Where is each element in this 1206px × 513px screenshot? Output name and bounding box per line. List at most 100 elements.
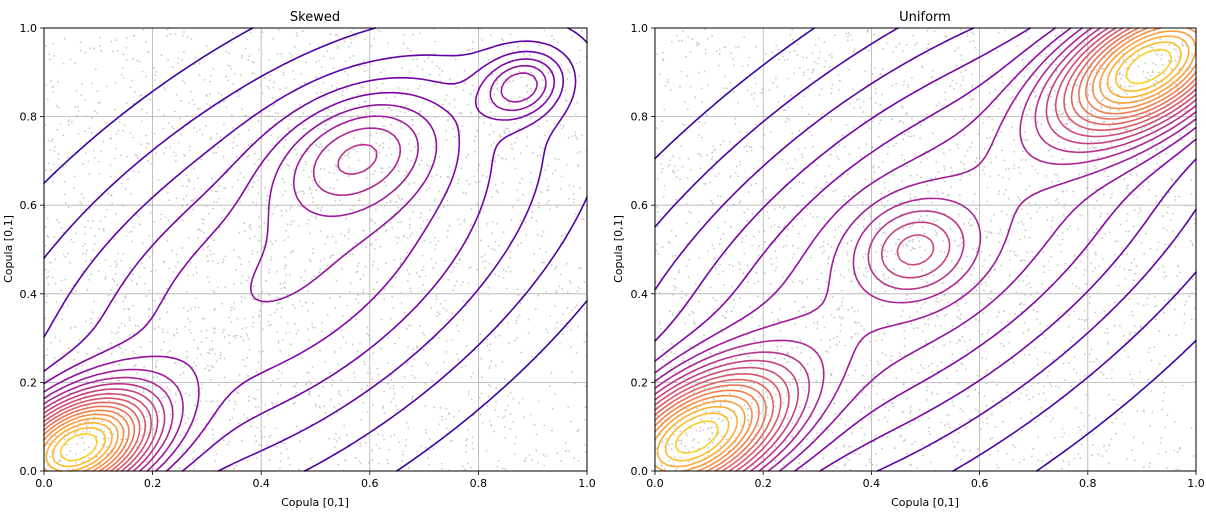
scatter-point <box>514 167 517 170</box>
scatter-point <box>387 382 389 385</box>
scatter-point <box>73 358 76 361</box>
scatter-point <box>966 395 968 398</box>
scatter-point <box>92 249 95 251</box>
scatter-point <box>333 438 336 441</box>
scatter-point <box>274 118 276 121</box>
scatter-point <box>957 441 959 444</box>
scatter-point <box>175 328 178 331</box>
scatter-point <box>512 420 515 423</box>
scatter-point <box>783 109 785 111</box>
scatter-point <box>269 314 272 316</box>
scatter-point <box>1047 260 1050 263</box>
scatter-point <box>251 249 254 252</box>
scatter-point <box>82 252 84 255</box>
scatter-point <box>956 455 958 457</box>
scatter-point <box>466 429 469 431</box>
scatter-point <box>1164 243 1167 246</box>
scatter-point <box>201 218 204 221</box>
scatter-point <box>99 45 101 47</box>
scatter-point <box>516 46 519 48</box>
scatter-point <box>76 105 79 108</box>
scatter-point <box>1101 237 1104 240</box>
scatter-point <box>949 426 951 428</box>
scatter-point <box>174 33 177 35</box>
scatter-point <box>286 163 288 166</box>
scatter-point <box>1117 103 1120 106</box>
scatter-point <box>665 437 668 440</box>
scatter-point <box>503 426 506 428</box>
scatter-point <box>363 363 366 366</box>
scatter-point <box>405 422 408 424</box>
scatter-point <box>189 332 192 334</box>
scatter-point <box>186 350 188 353</box>
scatter-point <box>834 34 836 36</box>
scatter-point <box>479 333 482 336</box>
scatter-point <box>208 352 211 355</box>
scatter-point <box>485 450 488 452</box>
y-tick-label: 0.2 <box>20 376 38 389</box>
scatter-point <box>1167 334 1170 337</box>
scatter-point <box>1093 207 1096 210</box>
scatter-point <box>1089 70 1092 72</box>
scatter-point <box>681 123 684 126</box>
scatter-point <box>435 295 438 297</box>
scatter-point <box>1028 108 1031 111</box>
scatter-point <box>509 413 512 416</box>
scatter-point <box>1075 285 1077 288</box>
scatter-point <box>812 216 814 219</box>
scatter-point <box>256 251 259 254</box>
scatter-point <box>115 212 117 215</box>
scatter-point <box>67 120 70 123</box>
scatter-point <box>1086 251 1089 254</box>
scatter-point <box>284 139 287 142</box>
scatter-point <box>1061 232 1064 235</box>
scatter-point <box>927 323 930 326</box>
scatter-point <box>1145 112 1148 115</box>
scatter-point <box>556 452 559 455</box>
scatter-point <box>377 373 380 376</box>
scatter-point <box>57 158 60 160</box>
scatter-point <box>259 84 262 87</box>
scatter-point <box>1116 240 1119 242</box>
scatter-point <box>997 32 1000 34</box>
scatter-point <box>383 390 385 393</box>
scatter-point <box>209 249 212 252</box>
scatter-point <box>403 111 406 114</box>
scatter-point <box>807 88 810 90</box>
scatter-point <box>194 56 197 59</box>
scatter-point <box>1109 196 1112 199</box>
scatter-point <box>93 242 96 245</box>
scatter-point <box>322 81 325 84</box>
scatter-point <box>683 124 686 127</box>
scatter-point <box>62 166 65 169</box>
scatter-point <box>840 317 843 320</box>
scatter-point <box>1111 193 1113 195</box>
scatter-point <box>496 79 499 82</box>
scatter-point <box>1165 275 1168 277</box>
scatter-point <box>118 379 121 382</box>
scatter-point <box>280 53 283 55</box>
contour-line <box>51 427 106 468</box>
scatter-point <box>890 355 893 357</box>
scatter-point <box>424 275 427 277</box>
scatter-point <box>746 131 748 134</box>
scatter-point <box>499 135 502 138</box>
scatter-point <box>848 202 850 205</box>
scatter-point <box>853 190 856 193</box>
scatter-point <box>141 108 143 110</box>
scatter-point <box>495 223 498 225</box>
scatter-point <box>851 88 854 91</box>
scatter-point <box>1008 274 1011 277</box>
scatter-point <box>290 220 293 223</box>
scatter-point <box>311 366 314 368</box>
scatter-point <box>937 301 940 303</box>
scatter-point <box>1155 200 1158 203</box>
scatter-point <box>398 197 401 200</box>
scatter-point <box>1051 58 1053 61</box>
scatter-point <box>1154 295 1156 298</box>
scatter-point <box>460 284 463 286</box>
scatter-point <box>181 444 184 447</box>
scatter-point <box>711 202 714 205</box>
scatter-point <box>145 112 148 114</box>
scatter-point <box>302 30 304 33</box>
